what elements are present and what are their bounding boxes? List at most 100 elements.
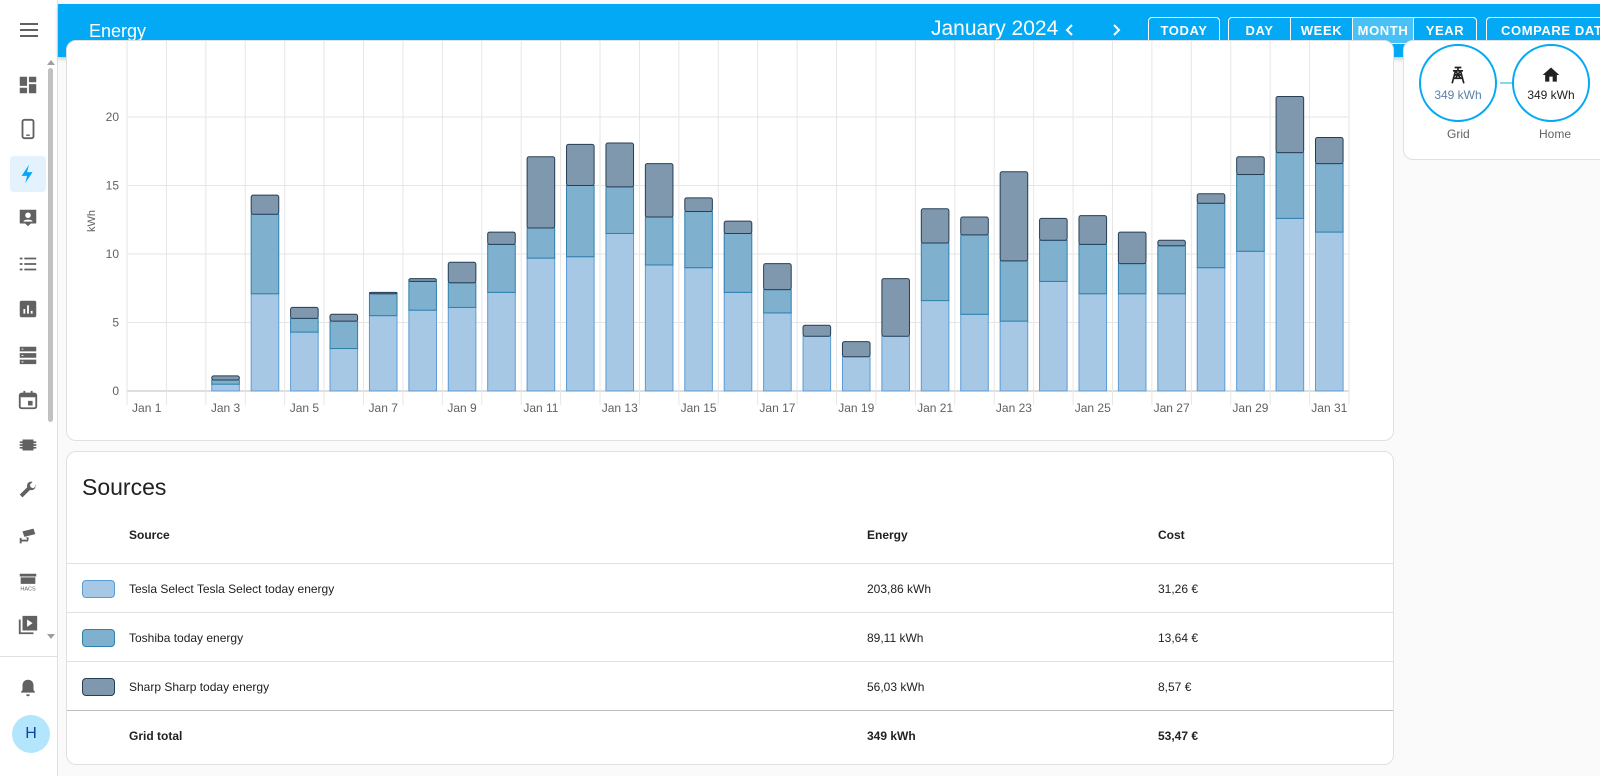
source-cost: 13,64 € bbox=[1158, 631, 1199, 645]
view-dashboard-icon bbox=[19, 76, 37, 94]
bar-segment bbox=[290, 317, 319, 333]
bar-segment bbox=[526, 227, 556, 259]
x-tick-label: Jan 1 bbox=[132, 401, 162, 415]
bar-segment bbox=[841, 356, 871, 392]
sidebar-item-server[interactable] bbox=[10, 337, 46, 373]
chip-icon bbox=[19, 439, 37, 451]
server-icon bbox=[19, 346, 37, 365]
sidebar-scroll-down-icon[interactable] bbox=[47, 634, 55, 639]
bar-segment bbox=[605, 232, 635, 392]
bar-segment bbox=[1275, 95, 1305, 154]
bar-segment bbox=[408, 278, 437, 282]
next-period-button[interactable] bbox=[1104, 18, 1128, 42]
sidebar-item-logbook[interactable] bbox=[10, 246, 46, 282]
bar-segment bbox=[881, 335, 910, 392]
bar-segment bbox=[566, 185, 595, 258]
bar-segment bbox=[1117, 293, 1147, 392]
bar-segment bbox=[999, 171, 1029, 262]
bar-segment bbox=[723, 220, 753, 234]
sidebar: HACS H bbox=[0, 0, 58, 776]
sidebar-item-hacs[interactable]: HACS bbox=[10, 564, 46, 600]
sidebar-scroll-up-icon[interactable] bbox=[47, 60, 55, 65]
source-color-swatch bbox=[82, 678, 115, 696]
bar-segment bbox=[920, 242, 950, 302]
bar-segment bbox=[250, 213, 280, 295]
y-tick-label: 5 bbox=[112, 316, 119, 330]
total-cost: 53,47 € bbox=[1158, 729, 1199, 743]
range-day-button[interactable]: DAY bbox=[1229, 18, 1291, 43]
range-month-button[interactable]: MONTH bbox=[1353, 18, 1414, 43]
sidebar-item-people[interactable] bbox=[10, 200, 46, 236]
bar-segment bbox=[408, 309, 437, 392]
bar-segment bbox=[999, 320, 1029, 392]
bar-segment bbox=[329, 348, 359, 392]
bar-segment bbox=[447, 282, 477, 308]
sidebar-item-calendar[interactable] bbox=[10, 382, 46, 418]
avatar[interactable]: H bbox=[12, 715, 50, 753]
bar-segment bbox=[723, 291, 753, 392]
bar-segment bbox=[684, 267, 713, 392]
bar-segment bbox=[1117, 263, 1147, 295]
bar-segment bbox=[960, 313, 989, 392]
bar-segment bbox=[1157, 293, 1186, 392]
bar-segment bbox=[487, 291, 516, 392]
x-tick-label: Jan 13 bbox=[602, 401, 638, 415]
source-name: Toshiba today energy bbox=[129, 631, 244, 645]
x-tick-label: Jan 27 bbox=[1154, 401, 1190, 415]
bar-segment bbox=[408, 280, 437, 311]
x-tick-label: Jan 25 bbox=[1075, 401, 1111, 415]
bar-segment bbox=[1196, 193, 1226, 204]
previous-period-button[interactable] bbox=[1058, 18, 1082, 42]
home-node[interactable]: 349 kWh bbox=[1512, 44, 1590, 122]
bar-segment bbox=[329, 313, 359, 322]
sidebar-item-overview[interactable] bbox=[10, 67, 46, 103]
source-name: Tesla Select Tesla Select today energy bbox=[129, 582, 335, 596]
sidebar-item-cameras[interactable] bbox=[10, 518, 46, 554]
bar-segment bbox=[1078, 243, 1108, 295]
bar-segment bbox=[763, 289, 792, 314]
range-week-button[interactable]: WEEK bbox=[1291, 18, 1353, 43]
x-tick-label: Jan 29 bbox=[1232, 401, 1268, 415]
bar-segment bbox=[447, 261, 477, 284]
x-tick-label: Jan 31 bbox=[1311, 401, 1347, 415]
flow-line bbox=[1500, 82, 1514, 84]
sidebar-item-developer-tools[interactable] bbox=[10, 473, 46, 509]
wrench-icon bbox=[19, 481, 37, 498]
cctv-icon bbox=[19, 528, 36, 544]
x-tick-label: Jan 17 bbox=[759, 401, 795, 415]
bar-segment bbox=[290, 306, 319, 319]
bar-segment bbox=[1039, 217, 1068, 241]
notifications-button[interactable] bbox=[10, 670, 46, 706]
menu-icon[interactable] bbox=[17, 18, 41, 42]
account-box-icon bbox=[19, 209, 37, 227]
range-year-button[interactable]: YEAR bbox=[1425, 23, 1465, 38]
bar-segment bbox=[1157, 245, 1186, 295]
bar-segment bbox=[763, 312, 792, 392]
source-name: Sharp Sharp today energy bbox=[129, 680, 270, 694]
total-label: Grid total bbox=[129, 729, 183, 743]
sidebar-scrollbar[interactable] bbox=[48, 68, 53, 422]
bar-segment bbox=[368, 315, 398, 392]
bar-segment bbox=[447, 306, 477, 392]
sidebar-item-media[interactable] bbox=[10, 607, 46, 643]
bar-segment bbox=[881, 278, 910, 337]
calendar-icon bbox=[18, 390, 38, 410]
home-icon bbox=[1542, 67, 1560, 82]
bar-segment bbox=[250, 293, 280, 392]
y-tick-label: 15 bbox=[106, 179, 120, 193]
bar-segment bbox=[960, 216, 989, 236]
bar-segment bbox=[644, 163, 674, 218]
sidebar-item-devices[interactable] bbox=[10, 111, 46, 147]
bar-segment bbox=[1314, 231, 1344, 392]
x-tick-label: Jan 15 bbox=[681, 401, 717, 415]
grid-node[interactable]: 349 kWh bbox=[1419, 44, 1497, 122]
sidebar-divider bbox=[0, 656, 58, 657]
source-color-swatch bbox=[82, 580, 115, 598]
bar-segment bbox=[1078, 215, 1108, 245]
sidebar-item-history[interactable] bbox=[10, 291, 46, 327]
sidebar-item-chip[interactable] bbox=[10, 427, 46, 463]
bar-segment bbox=[487, 243, 516, 293]
lightning-bolt-icon bbox=[21, 164, 33, 184]
sidebar-item-energy[interactable] bbox=[10, 156, 46, 192]
source-energy: 56,03 kWh bbox=[867, 680, 925, 694]
